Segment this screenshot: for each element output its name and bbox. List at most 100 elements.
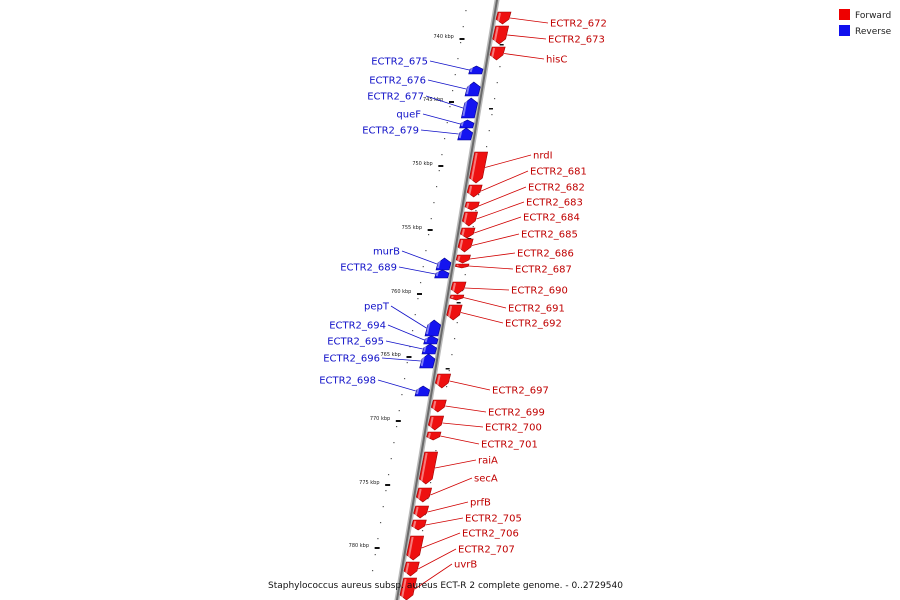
forward-gene[interactable] — [495, 11, 512, 25]
forward-gene-label[interactable]: ECTR2_691 — [508, 304, 565, 315]
forward-gene-body[interactable] — [466, 184, 483, 198]
forward-gene[interactable] — [427, 415, 445, 431]
reverse-gene[interactable] — [424, 319, 441, 337]
reverse-gene-label[interactable]: ECTR2_675 — [371, 57, 428, 68]
forward-gene-body[interactable] — [450, 281, 467, 295]
forward-gene-body[interactable] — [406, 535, 425, 561]
forward-gene[interactable] — [449, 294, 465, 301]
reverse-gene-label[interactable]: queF — [396, 110, 421, 121]
forward-gene-body[interactable] — [469, 151, 489, 184]
forward-gene-label[interactable]: prfB — [470, 498, 491, 509]
forward-gene-label[interactable]: ECTR2_690 — [511, 286, 568, 297]
reverse-gene[interactable] — [464, 81, 481, 97]
forward-gene[interactable] — [492, 25, 510, 45]
reverse-gene-label[interactable]: ECTR2_679 — [362, 126, 419, 137]
reverse-gene-body[interactable] — [464, 81, 481, 97]
reverse-gene-body[interactable] — [460, 97, 478, 119]
reverse-gene[interactable] — [434, 269, 450, 279]
reverse-gene-label[interactable]: pepT — [364, 302, 390, 313]
forward-gene-label[interactable]: raiA — [478, 456, 498, 467]
forward-gene-label[interactable]: ECTR2_700 — [485, 423, 542, 434]
forward-gene-label[interactable]: ECTR2_684 — [523, 213, 580, 224]
forward-gene-body[interactable] — [411, 519, 427, 531]
forward-gene-body[interactable] — [413, 505, 430, 519]
forward-gene-label[interactable]: ECTR2_681 — [530, 167, 587, 178]
reverse-gene[interactable] — [457, 127, 474, 141]
forward-gene[interactable] — [415, 487, 433, 503]
forward-gene[interactable] — [426, 431, 442, 441]
forward-gene[interactable] — [457, 238, 474, 253]
reverse-gene-label[interactable]: ECTR2_696 — [323, 354, 380, 365]
forward-gene-body[interactable] — [489, 46, 506, 61]
forward-gene[interactable] — [464, 201, 480, 211]
reverse-gene-label[interactable]: ECTR2_677 — [367, 92, 424, 103]
forward-gene-label[interactable]: ECTR2_682 — [528, 183, 585, 194]
forward-gene-label[interactable]: secA — [474, 474, 498, 485]
reverse-gene-label[interactable]: ECTR2_689 — [340, 263, 397, 274]
forward-gene-body[interactable] — [454, 263, 470, 269]
forward-gene-label[interactable]: uvrB — [454, 560, 477, 571]
forward-gene[interactable] — [466, 184, 483, 198]
forward-gene-body[interactable] — [492, 25, 510, 45]
forward-gene-body[interactable] — [457, 238, 474, 253]
forward-gene[interactable] — [489, 46, 506, 61]
forward-gene[interactable] — [418, 451, 439, 485]
forward-gene-body[interactable] — [464, 201, 480, 211]
forward-gene-label[interactable]: nrdI — [533, 151, 553, 162]
forward-gene-body[interactable] — [446, 304, 463, 321]
reverse-gene-body[interactable] — [468, 65, 484, 75]
reverse-gene-label[interactable]: murB — [373, 247, 400, 258]
forward-gene[interactable] — [461, 211, 479, 227]
forward-gene-label[interactable]: ECTR2_683 — [526, 198, 583, 209]
reverse-gene-body[interactable] — [457, 127, 474, 141]
forward-gene[interactable] — [399, 577, 418, 600]
forward-gene-body[interactable] — [418, 451, 439, 485]
forward-gene-body[interactable] — [461, 211, 479, 227]
reverse-gene-label[interactable]: ECTR2_695 — [327, 337, 384, 348]
reverse-gene[interactable] — [468, 65, 484, 75]
forward-gene[interactable] — [434, 373, 452, 389]
forward-gene[interactable] — [406, 535, 425, 561]
forward-gene-label[interactable]: ECTR2_672 — [550, 19, 607, 30]
forward-gene[interactable] — [450, 281, 467, 295]
reverse-gene-label[interactable]: ECTR2_676 — [369, 76, 426, 87]
reverse-gene[interactable] — [419, 353, 436, 369]
forward-gene[interactable] — [411, 519, 427, 531]
reverse-gene-body[interactable] — [434, 269, 450, 279]
reverse-gene[interactable] — [421, 343, 438, 355]
forward-gene-label[interactable]: ECTR2_685 — [521, 230, 578, 241]
forward-gene-body[interactable] — [403, 561, 420, 577]
reverse-gene[interactable] — [435, 257, 452, 271]
forward-gene-label[interactable]: hisC — [546, 55, 567, 66]
reverse-gene[interactable] — [414, 385, 431, 397]
forward-gene-label[interactable]: ECTR2_701 — [481, 440, 538, 451]
forward-gene-body[interactable] — [495, 11, 512, 25]
forward-gene-body[interactable] — [427, 415, 445, 431]
forward-gene-body[interactable] — [430, 399, 447, 413]
forward-gene-body[interactable] — [426, 431, 442, 441]
forward-gene-body[interactable] — [415, 487, 433, 503]
forward-gene-body[interactable] — [449, 294, 465, 301]
forward-gene-label[interactable]: ECTR2_697 — [492, 386, 549, 397]
forward-gene-body[interactable] — [455, 254, 471, 264]
reverse-gene[interactable] — [460, 97, 478, 119]
reverse-gene-body[interactable] — [414, 385, 431, 397]
forward-gene[interactable] — [413, 505, 430, 519]
forward-gene-label[interactable]: ECTR2_707 — [458, 545, 515, 556]
forward-gene-label[interactable]: ECTR2_692 — [505, 319, 562, 330]
forward-gene[interactable] — [430, 399, 447, 413]
forward-gene[interactable] — [459, 227, 476, 239]
reverse-gene-label[interactable]: ECTR2_694 — [329, 321, 386, 332]
forward-gene-label[interactable]: ECTR2_673 — [548, 35, 605, 46]
reverse-gene[interactable] — [423, 335, 439, 345]
forward-gene[interactable] — [454, 263, 470, 269]
forward-gene[interactable] — [446, 304, 463, 321]
forward-gene-label[interactable]: ECTR2_699 — [488, 408, 545, 419]
forward-gene[interactable] — [455, 254, 471, 264]
forward-gene-label[interactable]: ECTR2_686 — [517, 249, 574, 260]
forward-gene[interactable] — [403, 561, 420, 577]
forward-gene[interactable] — [469, 151, 489, 184]
reverse-gene-label[interactable]: ECTR2_698 — [319, 376, 376, 387]
forward-gene-label[interactable]: ECTR2_706 — [462, 529, 519, 540]
forward-gene-label[interactable]: ECTR2_687 — [515, 265, 572, 276]
